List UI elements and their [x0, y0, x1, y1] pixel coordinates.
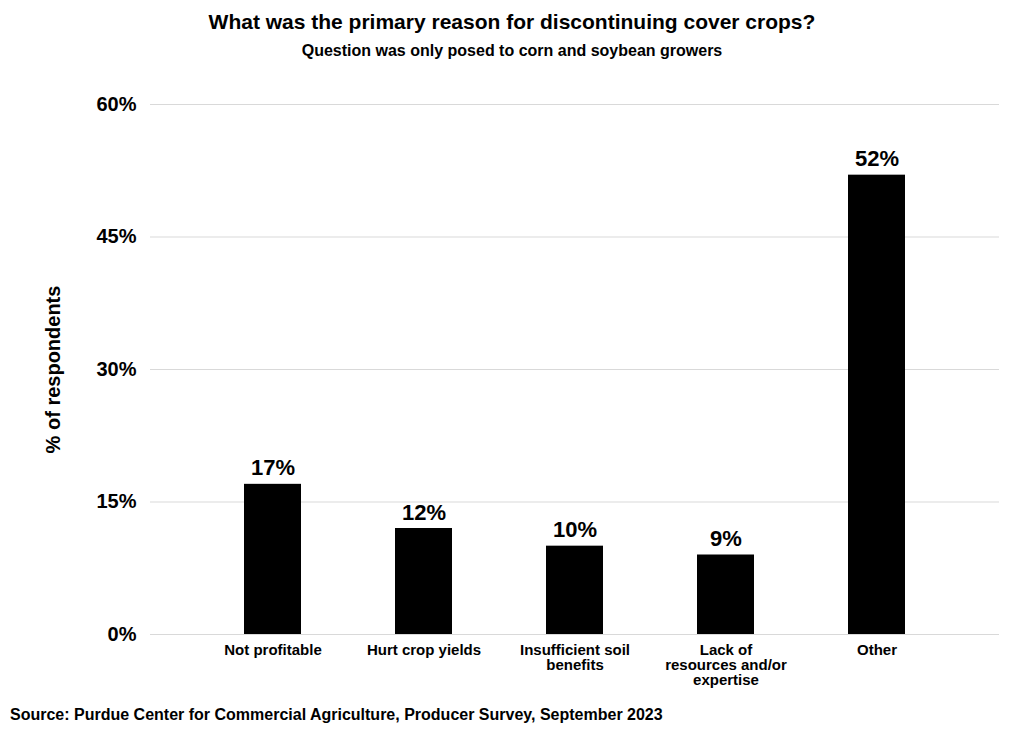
svg-text:9%: 9%: [710, 526, 742, 551]
svg-text:% of respondents: % of respondents: [42, 286, 64, 454]
html-text:What was the primary reason fo: What was the primary reason for disconti…: [208, 10, 816, 33]
svg-text:10%: 10%: [553, 517, 597, 542]
svg-text:0%: 0%: [108, 623, 137, 645]
svg-text:52%: 52%: [855, 146, 899, 171]
html-text:Source: Purdue Center for Comm: Source: Purdue Center for Commercial Agr…: [10, 706, 663, 723]
svg-text:Other: Other: [857, 641, 897, 658]
svg-text:60%: 60%: [96, 93, 136, 115]
svg-text:45%: 45%: [96, 225, 136, 247]
svg-text:12%: 12%: [402, 500, 446, 525]
svg-text:15%: 15%: [96, 490, 136, 512]
svg-text:Lack ofresources and/orexperti: Lack ofresources and/orexpertise: [665, 641, 787, 688]
html-text:Question was only posed to cor: Question was only posed to corn and soyb…: [301, 42, 723, 59]
svg-text:17%: 17%: [251, 455, 295, 480]
svg-text:30%: 30%: [96, 358, 136, 380]
svg-text:Hurt crop yields: Hurt crop yields: [367, 641, 481, 658]
svg-text:Not profitable: Not profitable: [224, 641, 322, 658]
svg-text:Insufficient soilbenefits: Insufficient soilbenefits: [520, 641, 630, 673]
